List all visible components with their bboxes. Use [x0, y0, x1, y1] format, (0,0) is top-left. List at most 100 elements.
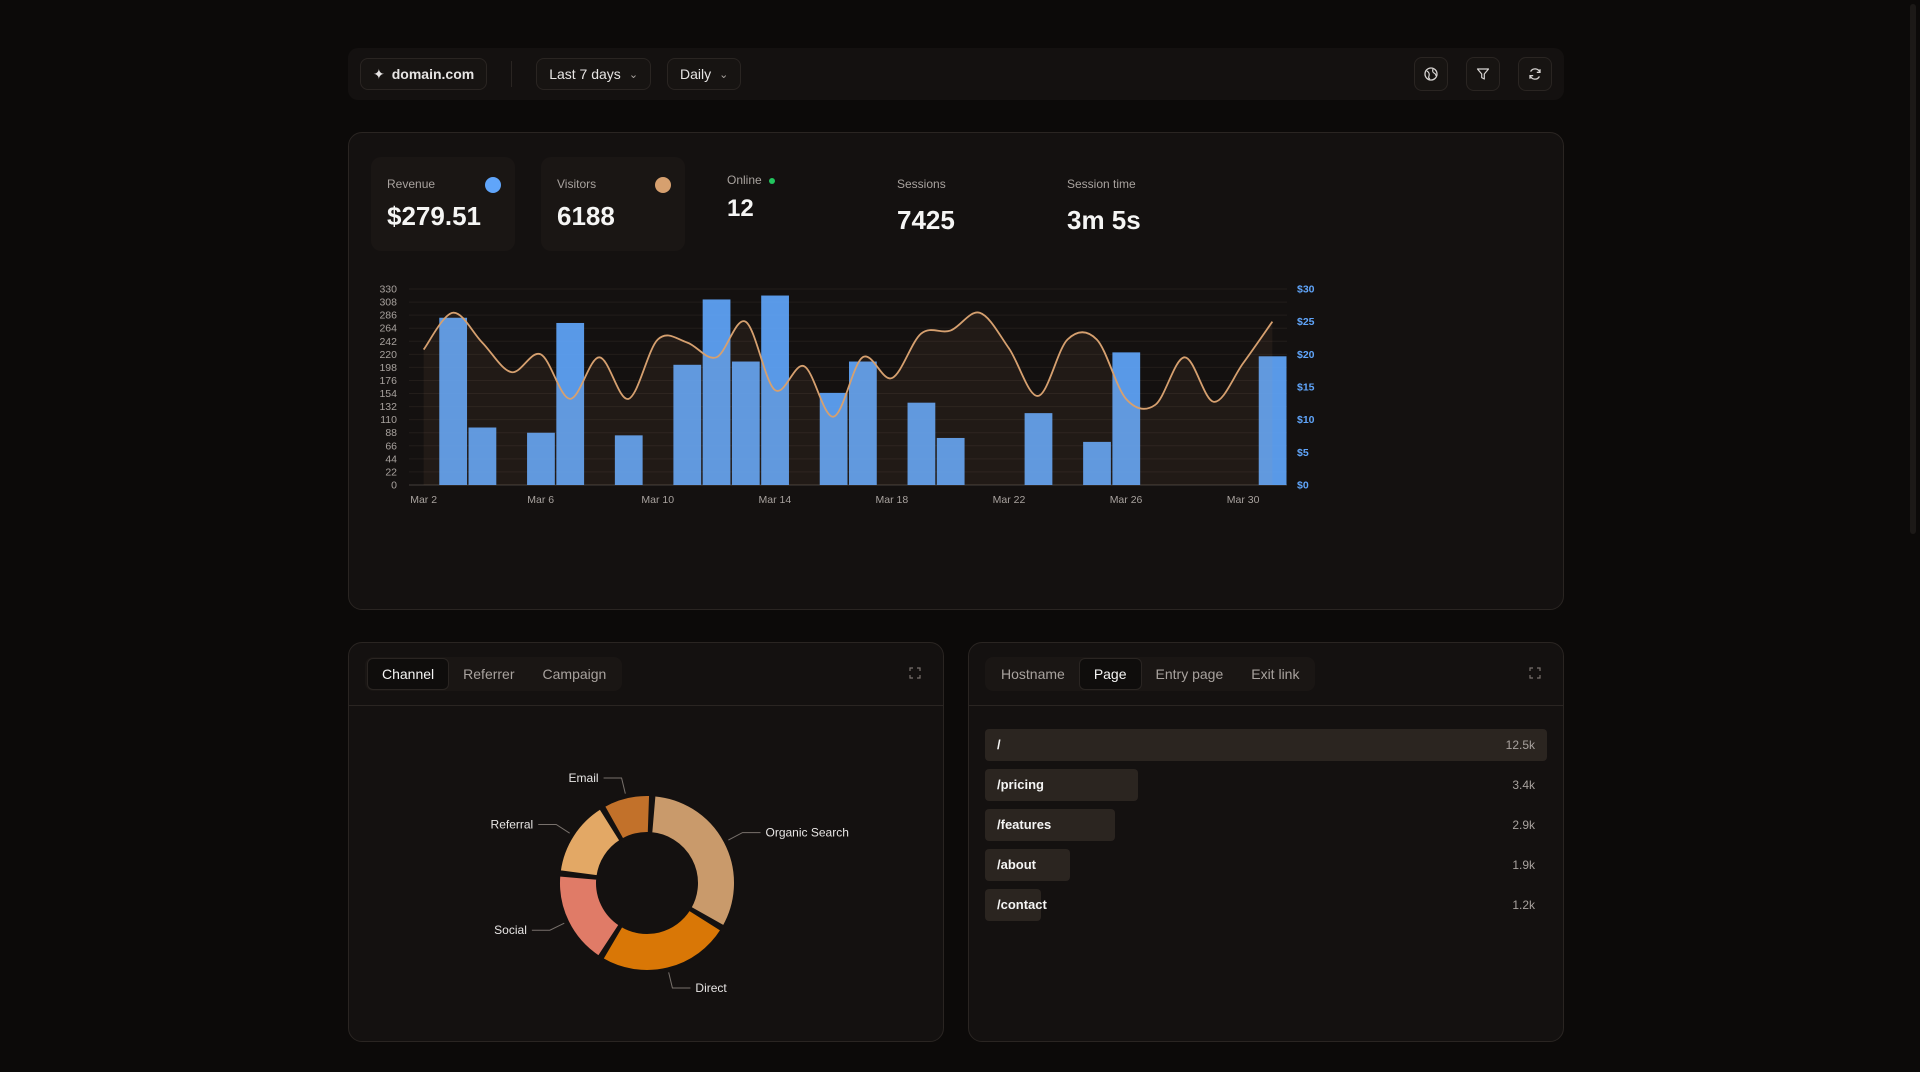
revenue-bar	[1112, 352, 1141, 485]
site-selector[interactable]: ✦ domain.com	[360, 58, 488, 90]
page-tab-exit-link[interactable]: Exit link	[1251, 666, 1300, 682]
channel-tab-campaign[interactable]: Campaign	[542, 666, 607, 682]
revenue-stat[interactable]: Revenue $279.51	[371, 157, 515, 251]
page-tabs: Hostname Page Entry page Exit link	[985, 657, 1316, 691]
y-axis-right-tick: $15	[1297, 382, 1315, 394]
card-divider	[349, 705, 943, 706]
pages-list: / 12.5k/pricing 3.4k/features 2.9k/about 1.9…	[985, 729, 1547, 929]
online-value: 12	[727, 195, 754, 222]
page-row[interactable]: /pricing 3.4k	[985, 769, 1547, 801]
overview-card: Revenue $279.51 Visitors 6188 Online 12 …	[348, 132, 1564, 610]
x-axis-tick: Mar 26	[1110, 494, 1143, 506]
refresh-icon	[1529, 68, 1541, 80]
page-row[interactable]: /features 2.9k	[985, 809, 1547, 841]
page-path: /contact	[997, 897, 1047, 912]
y-axis-left-tick: 154	[379, 388, 397, 400]
slice-leader-line	[728, 832, 761, 841]
revenue-bar	[1024, 413, 1053, 485]
y-axis-left-tick: 0	[391, 480, 397, 492]
chevron-down-icon: ⌄	[628, 68, 639, 81]
page-count: 2.9k	[1512, 818, 1535, 832]
session-time-label: Session time	[1067, 177, 1136, 191]
slice-leader-line	[603, 777, 626, 794]
revenue-bar	[673, 364, 702, 485]
y-axis-left-tick: 110	[380, 414, 397, 426]
y-axis-left-tick: 88	[385, 427, 397, 439]
filter-icon	[1476, 68, 1490, 80]
page-count: 1.2k	[1512, 898, 1535, 912]
traffic-chart[interactable]: 0224466881101321541761982202422642863083…	[349, 133, 1565, 611]
toolbar: ✦ domain.com Last 7 days ⌄ Daily ⌄	[348, 48, 1564, 100]
filter-button[interactable]	[1466, 57, 1500, 91]
channel-tab-referrer[interactable]: Referrer	[463, 666, 515, 682]
pages-card: Hostname Page Entry page Exit link / 12.5k/p…	[968, 642, 1564, 1042]
y-axis-right-tick: $20	[1297, 349, 1315, 361]
visitors-area	[423, 312, 1273, 485]
expand-icon[interactable]	[909, 667, 921, 679]
y-axis-left-tick: 264	[379, 323, 397, 335]
visitors-label: Visitors	[557, 177, 597, 191]
online-label: Online	[727, 173, 839, 187]
page-tab-entry-page[interactable]: Entry page	[1155, 666, 1224, 682]
refresh-button[interactable]	[1518, 57, 1552, 91]
revenue-bar	[936, 437, 965, 485]
channel-slice-direct	[601, 908, 723, 972]
sparkle-icon: ✦	[373, 65, 385, 82]
dashboard: ✦ domain.com Last 7 days ⌄ Daily ⌄	[348, 48, 1564, 1042]
page-tab-page[interactable]: Page	[1078, 658, 1142, 690]
page-path: /about	[997, 857, 1036, 872]
globe-button[interactable]	[1414, 57, 1448, 91]
revenue-bar	[1258, 356, 1287, 485]
y-axis-right-tick: $0	[1297, 480, 1309, 492]
revenue-bar	[849, 361, 877, 485]
slice-label: Social	[494, 923, 527, 937]
online-label-text: Online	[727, 173, 762, 187]
page-count: 3.4k	[1512, 778, 1535, 792]
revenue-bar	[468, 427, 497, 485]
page-row[interactable]: /contact 1.2k	[985, 889, 1547, 921]
revenue-bar	[907, 402, 936, 485]
date-range-select[interactable]: Last 7 days ⌄	[536, 58, 652, 90]
sessions-label: Sessions	[897, 177, 946, 191]
revenue-label: Revenue	[387, 177, 436, 191]
y-axis-left-tick: 132	[379, 401, 397, 413]
channel-donut-chart[interactable]: Organic Search Direct Social Referral Email	[349, 707, 945, 1037]
interval-select[interactable]: Daily ⌄	[667, 58, 742, 90]
revenue-bar	[556, 322, 585, 485]
visitors-stat[interactable]: Visitors 6188	[541, 157, 685, 251]
online-stat[interactable]: Online 12	[711, 157, 855, 251]
page-path: /	[997, 737, 1001, 752]
x-axis-tick: Mar 18	[876, 494, 909, 506]
y-axis-left-tick: 308	[379, 297, 397, 309]
page-row[interactable]: /about 1.9k	[985, 849, 1547, 881]
x-axis-tick: Mar 10	[641, 494, 674, 506]
page-tab-hostname[interactable]: Hostname	[1001, 666, 1065, 682]
channel-tabs: Channel Referrer Campaign	[365, 657, 623, 691]
channel-slice-referral	[558, 807, 622, 878]
page-scrollbar[interactable]	[1910, 4, 1916, 534]
session-time-stat[interactable]: Session time 3m 5s	[1051, 157, 1195, 251]
y-axis-right-tick: $25	[1297, 316, 1315, 328]
revenue-bar	[527, 432, 555, 485]
page-row[interactable]: / 12.5k	[985, 729, 1547, 761]
date-range-value: Last 7 days	[549, 66, 621, 82]
revenue-bar	[702, 299, 731, 485]
page-share-bar	[985, 769, 1138, 801]
sessions-stat[interactable]: Sessions 7425	[881, 157, 1025, 251]
online-indicator-dot	[768, 177, 775, 184]
slice-label: Email	[569, 771, 599, 785]
expand-icon[interactable]	[1529, 667, 1541, 679]
page-path: /pricing	[997, 777, 1044, 792]
y-axis-left-tick: 220	[379, 349, 397, 361]
y-axis-left-tick: 330	[379, 284, 397, 296]
y-axis-left-tick: 198	[379, 362, 397, 374]
visitors-line	[422, 311, 1274, 418]
visitors-toggle-dot[interactable]	[655, 177, 671, 193]
slice-label: Organic Search	[766, 826, 849, 840]
channel-tab-channel[interactable]: Channel	[367, 658, 450, 690]
slice-leader-line	[538, 823, 570, 834]
revenue-toggle-dot[interactable]	[485, 177, 501, 193]
page-share-bar	[985, 849, 1071, 881]
page-share-bar	[985, 729, 1547, 761]
slice-label: Referral	[491, 817, 534, 831]
